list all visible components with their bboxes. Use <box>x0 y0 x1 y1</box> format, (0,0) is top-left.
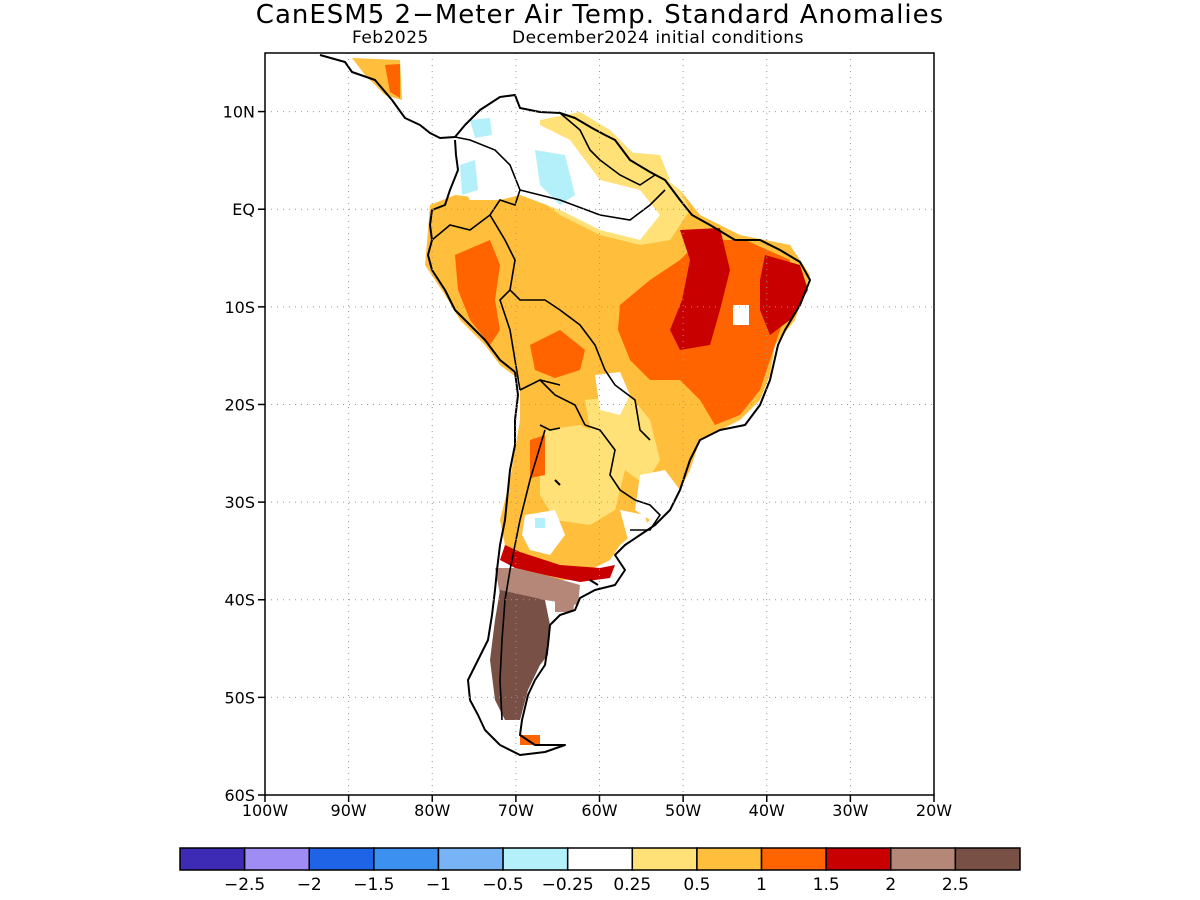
lat-tick-label: 10N <box>223 103 255 122</box>
lat-tick-label: 20S <box>224 395 255 414</box>
colorbar-swatch <box>373 847 440 871</box>
lon-tick-label: 60W <box>581 801 617 820</box>
colorbar-swatch <box>502 847 569 871</box>
lon-tick-label: 30W <box>832 801 868 820</box>
colorbar-label: −1 <box>426 875 451 895</box>
colorbar-swatch <box>437 847 504 871</box>
lat-tick-label: 10S <box>224 298 255 317</box>
lat-tick-label: 60S <box>224 786 255 805</box>
colorbar-swatch <box>179 847 246 871</box>
colorbar-swatch <box>696 847 763 871</box>
colorbar-swatch <box>566 847 634 871</box>
colorbar-swatch <box>243 847 310 871</box>
colorbar-label: −0.5 <box>482 875 523 895</box>
lat-tick-label: 40S <box>224 591 255 610</box>
colorbar-label: −2.5 <box>224 875 265 895</box>
colorbar-label: −0.25 <box>542 875 594 895</box>
lon-tick-label: 90W <box>331 801 367 820</box>
colorbar-swatch <box>825 847 892 871</box>
colorbar-label: −1.5 <box>353 875 394 895</box>
colorbar-label: 0.5 <box>683 875 710 895</box>
graticule <box>265 53 934 795</box>
lat-tick-label: 50S <box>224 688 255 707</box>
lat-tick-label: EQ <box>232 200 255 219</box>
initial-conditions: December2024 initial conditions <box>512 28 804 48</box>
lon-tick-label: 50W <box>665 801 701 820</box>
forecast-month: Feb2025 <box>352 28 429 48</box>
anomaly-shading <box>352 58 810 745</box>
longitude-axis: 100W 90W 80W 70W 60W 50W 40W 30W 20W <box>242 795 952 820</box>
colorbar-swatch <box>308 847 375 871</box>
colorbar-swatch <box>954 847 1021 871</box>
colorbar-label: 2 <box>885 875 896 895</box>
map-title: CanESM5 2−Meter Air Temp. Standard Anoma… <box>255 0 945 30</box>
colorbar-label: 2.5 <box>942 875 969 895</box>
country-borders <box>431 112 666 721</box>
colorbar-swatch <box>631 847 698 871</box>
colorbar-label: 0.25 <box>613 875 651 895</box>
colorbar-label: −2 <box>297 875 322 895</box>
latitude-axis: 10N EQ 10S 20S 30S 40S 50S 60S <box>223 103 265 805</box>
colorbar-swatch <box>760 847 827 871</box>
lon-tick-label: 70W <box>498 801 534 820</box>
colorbar-label: 1 <box>756 875 767 895</box>
lon-tick-label: 100W <box>242 801 289 820</box>
lon-tick-label: 40W <box>749 801 785 820</box>
lat-tick-label: 30S <box>224 493 255 512</box>
lon-tick-label: 20W <box>916 801 952 820</box>
lon-tick-label: 80W <box>414 801 450 820</box>
colorbar: −2.5 −2 −1.5 −1 −0.5 −0.25 0.25 0.5 1 1.5 2 2.5 <box>179 847 1021 895</box>
colorbar-label: 1.5 <box>813 875 840 895</box>
colorbar-swatch <box>890 847 957 871</box>
